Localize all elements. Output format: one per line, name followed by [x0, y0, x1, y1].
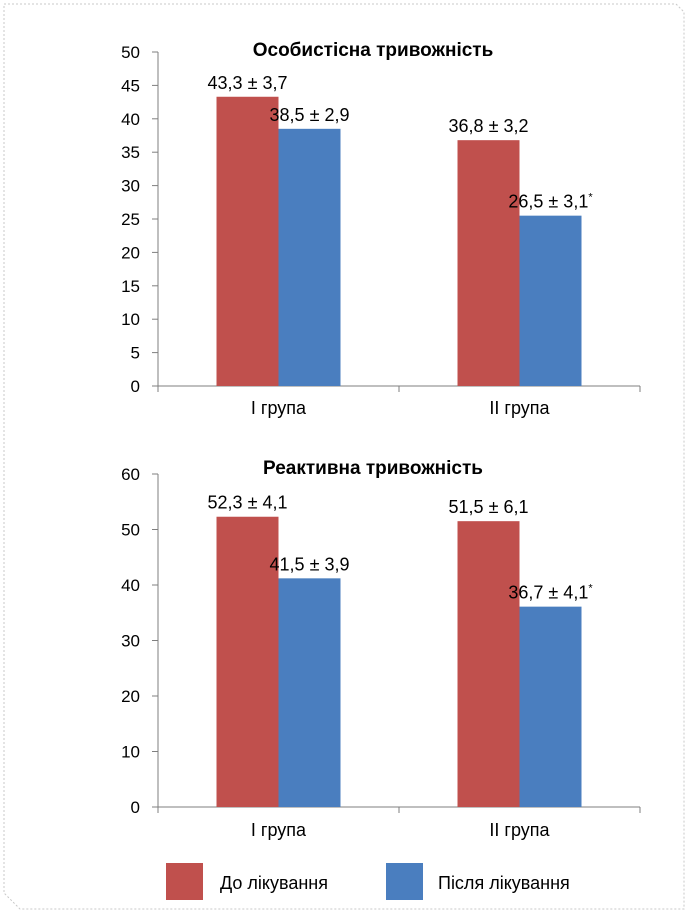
y-tick-label: 45 — [121, 76, 140, 95]
legend-label-before: До лікування — [220, 873, 328, 893]
y-tick-label: 50 — [121, 43, 140, 62]
bar — [216, 516, 279, 807]
y-tick-label: 40 — [121, 576, 140, 595]
y-tick-label: 30 — [121, 177, 140, 196]
data-label: 26,5 ± 3,1* — [508, 192, 593, 212]
bar — [216, 96, 279, 387]
x-tick-label: I група — [251, 820, 307, 840]
y-tick-label: 20 — [121, 687, 140, 706]
legend: До лікування Після лікування — [166, 863, 570, 900]
y-tick-label: 0 — [131, 798, 140, 817]
y-tick-label: 35 — [121, 143, 140, 162]
y-tick-label: 60 — [121, 465, 140, 484]
data-label: 38,5 ± 2,9 — [270, 105, 350, 125]
chart-reactive-anxiety: Реактивна тривожність 0 10 20 30 40 50 60 I груп… — [121, 458, 641, 840]
bar — [278, 128, 341, 386]
data-label: 51,5 ± 6,1 — [449, 497, 529, 517]
x-tick-label: II група — [489, 398, 550, 418]
y-tick-label: 40 — [121, 110, 140, 129]
bar — [519, 215, 582, 386]
data-label: 52,3 ± 4,1 — [208, 493, 288, 513]
frame-border — [3, 3, 685, 910]
bar — [457, 140, 520, 386]
y-tick-label: 5 — [131, 344, 140, 363]
y-tick-label: 0 — [131, 377, 140, 396]
data-label: 36,7 ± 4,1* — [508, 583, 593, 603]
chart-title: Реактивна тривожність — [263, 458, 483, 479]
y-tick-label: 10 — [121, 743, 140, 762]
bar — [278, 578, 341, 807]
data-label: 41,5 ± 3,9 — [270, 554, 350, 574]
x-tick-label: II група — [489, 820, 550, 840]
bar — [519, 606, 582, 807]
y-tick-label: 15 — [121, 277, 140, 296]
y-tick-label: 30 — [121, 632, 140, 651]
chart-personal-anxiety: Особистісна тривожність 0 5 10 15 20 25 30 35 40 4… — [121, 40, 641, 418]
chart-title: Особистісна тривожність — [253, 40, 494, 61]
x-tick-label: I група — [251, 398, 307, 418]
legend-label-after: Після лікування — [438, 873, 570, 893]
y-tick-label: 20 — [121, 243, 140, 262]
y-tick-label: 25 — [121, 210, 140, 229]
data-label: 36,8 ± 3,2 — [449, 116, 529, 136]
bar — [457, 521, 520, 807]
legend-swatch-after — [386, 863, 423, 900]
legend-swatch-before — [166, 863, 203, 900]
y-tick-label: 10 — [121, 310, 140, 329]
y-tick-label: 50 — [121, 521, 140, 540]
data-label: 43,3 ± 3,7 — [208, 73, 288, 93]
